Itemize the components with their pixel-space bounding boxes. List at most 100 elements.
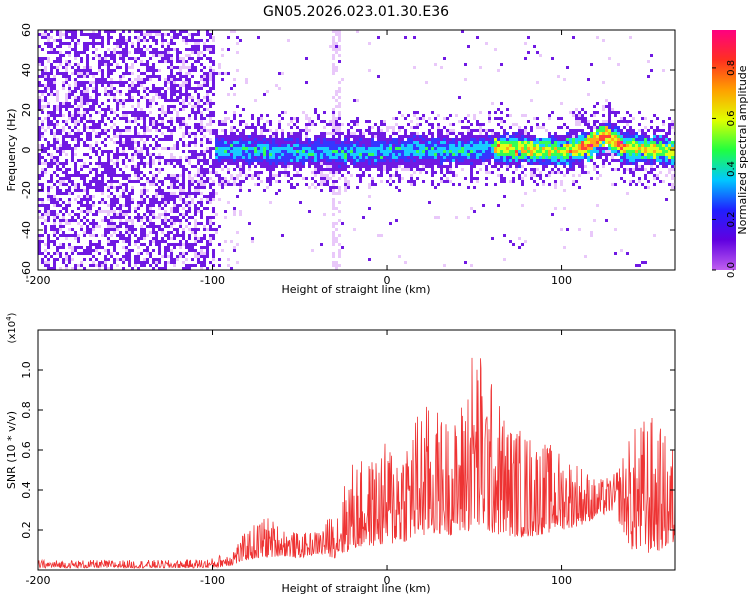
heatmap-cell (200, 210, 203, 213)
heatmap-cell (596, 147, 599, 150)
heatmap-cell (56, 192, 59, 195)
heatmap-cell (203, 126, 206, 129)
heatmap-cell (107, 48, 110, 51)
heatmap-cell (500, 180, 503, 183)
heatmap-cell (59, 111, 62, 114)
heatmap-cell (434, 144, 437, 147)
heatmap-cell (413, 138, 416, 141)
heatmap-cell (41, 99, 44, 102)
heatmap-cell (188, 159, 191, 162)
heatmap-cell (167, 138, 170, 141)
heatmap-cell (212, 102, 215, 105)
heatmap-cell (593, 138, 596, 141)
heatmap-cell (128, 219, 131, 222)
heatmap-cell (206, 159, 209, 162)
heatmap-cell (404, 129, 407, 132)
heatmap-cell (107, 237, 110, 240)
heatmap-cell (164, 204, 167, 207)
heatmap-cell (236, 165, 239, 168)
heatmap-cell (611, 144, 614, 147)
heatmap-cell (170, 36, 173, 39)
heatmap-cell (308, 138, 311, 141)
heatmap-cell (122, 183, 125, 186)
heatmap-cell (434, 147, 437, 150)
heatmap-cell (59, 267, 62, 270)
heatmap-cell (131, 159, 134, 162)
heatmap-cell (389, 135, 392, 138)
heatmap-cell (101, 171, 104, 174)
heatmap-cell (104, 258, 107, 261)
heatmap-cell (50, 225, 53, 228)
heatmap-cell (41, 252, 44, 255)
heatmap-cell (131, 231, 134, 234)
heatmap-cell (491, 156, 494, 159)
heatmap-cell (65, 219, 68, 222)
heatmap-cell (596, 141, 599, 144)
heatmap-cell (578, 141, 581, 144)
heatmap-cell (41, 48, 44, 51)
heatmap-cell (518, 162, 521, 165)
heatmap-cell (83, 81, 86, 84)
heatmap-cell (137, 162, 140, 165)
heatmap-cell (137, 132, 140, 135)
heatmap-cell (164, 195, 167, 198)
heatmap-cell (563, 138, 566, 141)
heatmap-cell (68, 60, 71, 63)
heatmap-cell (419, 153, 422, 156)
heatmap-cell (149, 180, 152, 183)
heatmap-cell (122, 258, 125, 261)
heatmap-cell (323, 147, 326, 150)
heatmap-cell (281, 135, 284, 138)
heatmap-cell (173, 261, 176, 264)
heatmap-cell (419, 138, 422, 141)
heatmap-cell (116, 141, 119, 144)
heatmap-cell (95, 135, 98, 138)
heatmap-cell (89, 105, 92, 108)
heatmap-cell (335, 156, 338, 159)
heatmap-cell (80, 114, 83, 117)
heatmap-cell (347, 183, 350, 186)
heatmap-cell (461, 144, 464, 147)
heatmap-cell (314, 153, 317, 156)
heatmap-cell (47, 153, 50, 156)
heatmap-cell (521, 153, 524, 156)
heatmap-cell (74, 234, 77, 237)
heatmap-cell (173, 165, 176, 168)
heatmap-cell (551, 144, 554, 147)
heatmap-cell (188, 57, 191, 60)
heatmap-cell (608, 111, 611, 114)
heatmap-cell (155, 234, 158, 237)
heatmap-cell (107, 219, 110, 222)
heatmap-cell (599, 129, 602, 132)
heatmap-cell (116, 102, 119, 105)
heatmap-cell (233, 153, 236, 156)
heatmap-cell (353, 153, 356, 156)
heatmap-cell (521, 156, 524, 159)
heatmap-cell (296, 150, 299, 153)
heatmap-cell (230, 150, 233, 153)
heatmap-cell (428, 141, 431, 144)
heatmap-cell (95, 141, 98, 144)
heatmap-cell (413, 183, 416, 186)
heatmap-cell (602, 162, 605, 165)
heatmap-cell (209, 75, 212, 78)
heatmap-cell (71, 114, 74, 117)
heatmap-cell (107, 165, 110, 168)
heatmap-cell (494, 156, 497, 159)
heatmap-cell (50, 78, 53, 81)
heatmap-cell (194, 180, 197, 183)
heatmap-cell (332, 111, 335, 114)
heatmap-cell (608, 132, 611, 135)
heatmap-cell (383, 144, 386, 147)
heatmap-cell (116, 147, 119, 150)
heatmap-cell (98, 66, 101, 69)
heatmap-cell (344, 183, 347, 186)
heatmap-cell (185, 264, 188, 267)
heatmap-cell (593, 120, 596, 123)
heatmap-cell (209, 183, 212, 186)
heatmap-cell (380, 141, 383, 144)
heatmap-cell (338, 264, 341, 267)
heatmap-cell (194, 87, 197, 90)
heatmap-cell (329, 45, 332, 48)
heatmap-cell (377, 144, 380, 147)
